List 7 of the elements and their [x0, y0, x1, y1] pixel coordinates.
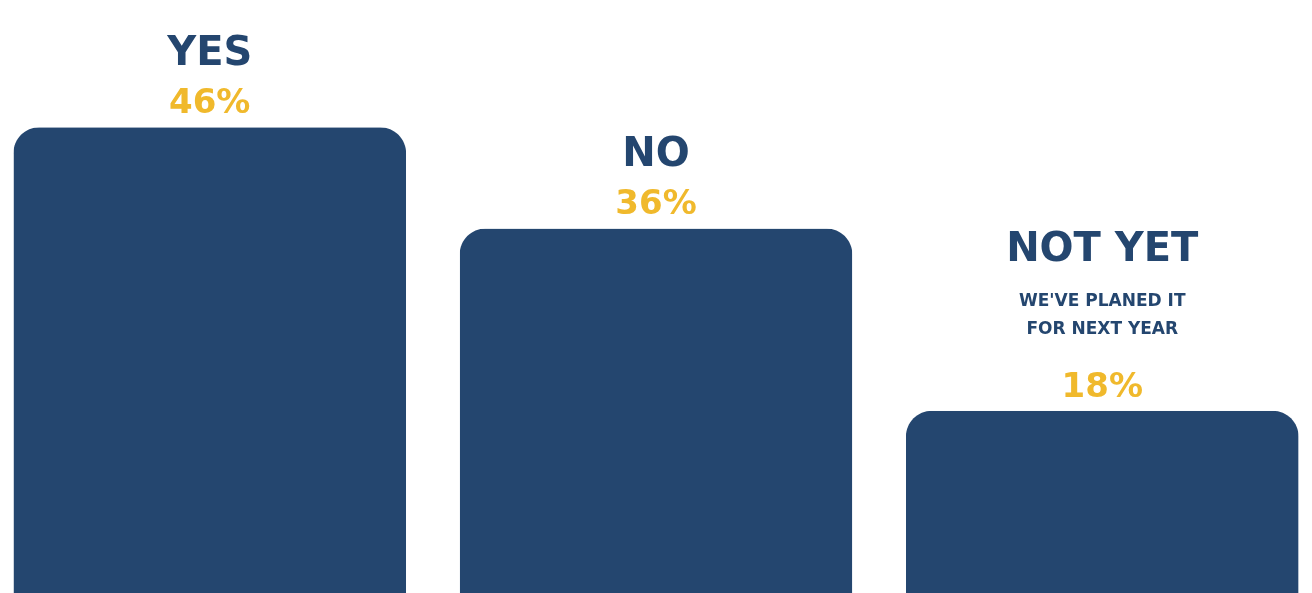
data-label: 46% — [169, 81, 251, 122]
x-tick-label: YES — [166, 28, 253, 75]
data-label: 18% — [1061, 364, 1143, 405]
annotation: WE'VE PLANED IT FOR NEXT YEAR — [1019, 289, 1186, 338]
data-label: 36% — [615, 182, 697, 223]
x-tick-label: NOT YET — [1006, 223, 1200, 270]
x-tick-label: NO — [622, 129, 690, 176]
